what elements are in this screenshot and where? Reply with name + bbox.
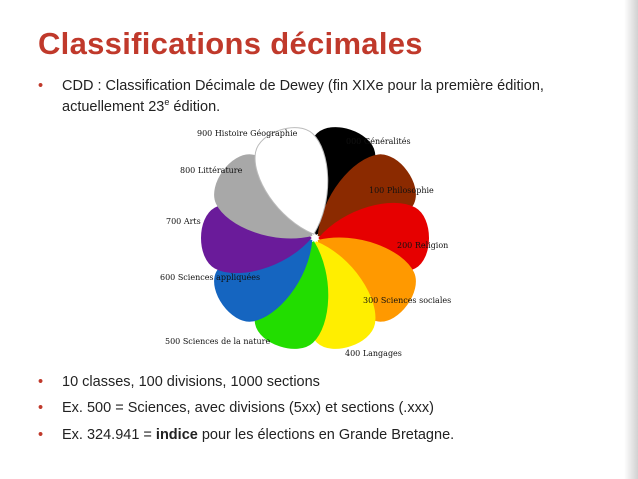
bullet-item-classes: • 10 classes, 100 divisions, 1000 section… <box>38 374 320 390</box>
class-label-000: 000 Généralités <box>346 137 411 146</box>
bullet-text: actuellement 23 <box>62 98 165 115</box>
class-label-600: 600 Sciences appliquées <box>160 273 260 282</box>
class-label-700: 700 Arts <box>166 217 201 226</box>
class-label-200: 200 Religion <box>397 241 448 250</box>
class-label-400: 400 Langages <box>345 349 402 358</box>
class-label-300: 300 Sciences sociales <box>363 296 451 305</box>
slide-title: Classifications décimales <box>38 26 423 61</box>
class-label-500: 500 Sciences de la nature <box>165 337 270 346</box>
bullet-item-example-500: • Ex. 500 = Sciences, avec divisions (5xx… <box>38 400 434 416</box>
bullet-icon: • <box>38 78 44 94</box>
bullet-text: Ex. 324.941 = <box>62 427 156 443</box>
bullet-icon: • <box>38 374 44 390</box>
bullet-text: Ex. 500 = Sciences, avec divisions (5xx)… <box>62 400 434 416</box>
bullet-text: pour les élections en Grande Bretagne. <box>197 427 455 443</box>
class-label-100: 100 Philosophie <box>369 186 434 195</box>
petal-900 <box>254 127 329 235</box>
bullet-icon: • <box>38 427 44 443</box>
bullet-item-cdd-continued: actuellement 23e édition. <box>62 97 220 115</box>
class-label-900: 900 Histoire Géographie <box>197 129 298 138</box>
bullet-text: édition. <box>169 98 221 115</box>
slide-edge-shadow <box>624 0 638 479</box>
bullet-text: 10 classes, 100 divisions, 1000 sections <box>62 374 320 390</box>
bullet-icon: • <box>38 400 44 416</box>
class-label-800: 800 Littérature <box>180 166 243 175</box>
dewey-flower-diagram: 000 Généralités 100 Philosophie 200 Religi… <box>160 127 451 358</box>
bullet-item-example-324: • Ex. 324.941 = indice pour les élections… <box>38 427 454 443</box>
bullet-text: CDD : Classification Décimale de Dewey (… <box>62 78 544 94</box>
superscript: e <box>164 97 170 107</box>
bullet-bold-term: indice <box>155 427 198 443</box>
bullet-item-cdd: • CDD : Classification Décimale de Dewey … <box>38 78 544 94</box>
